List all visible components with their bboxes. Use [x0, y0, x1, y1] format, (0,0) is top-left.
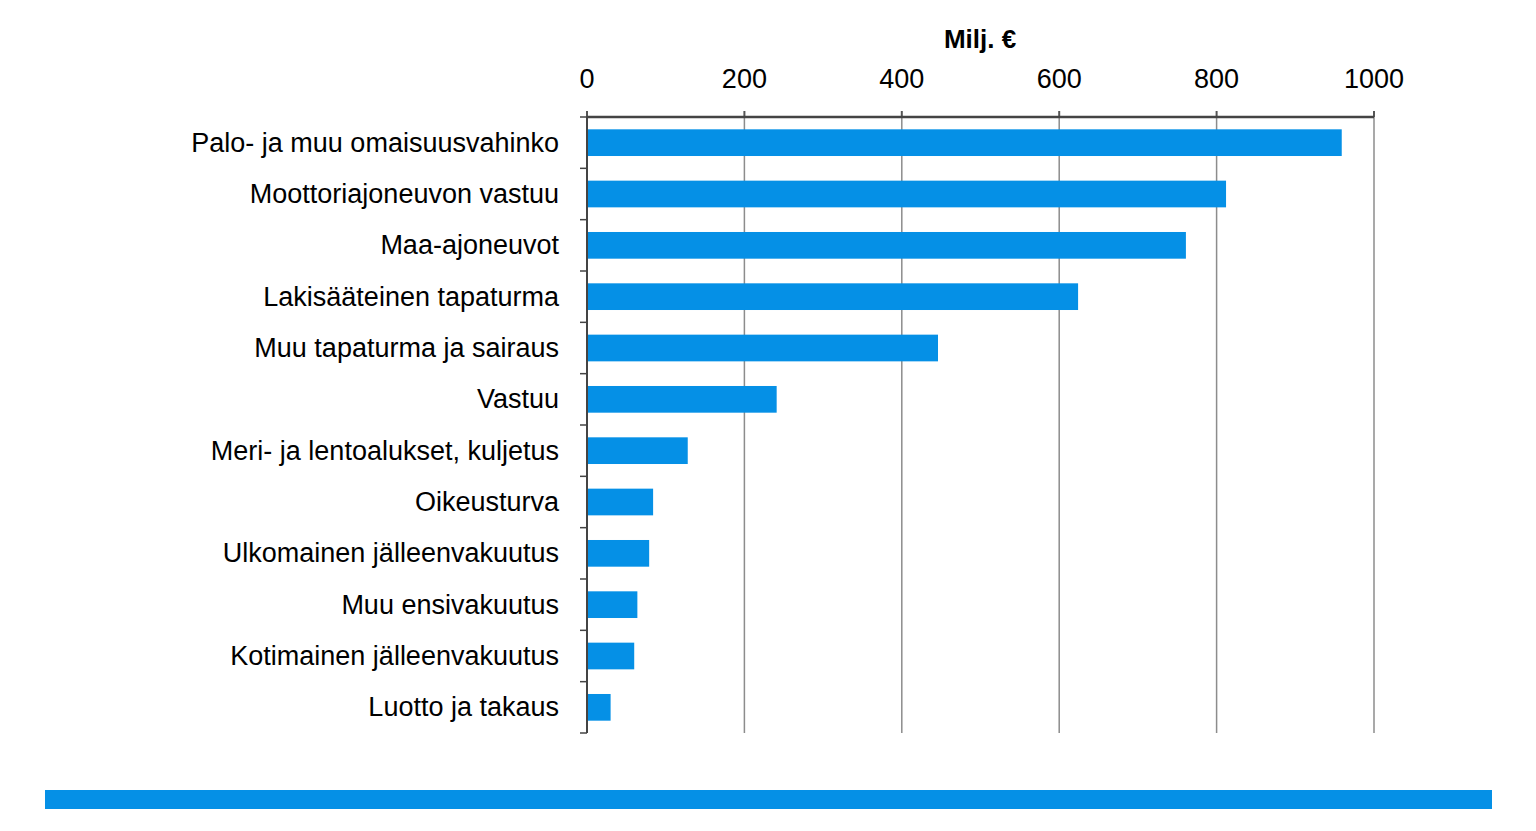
- tick-label: 600: [1037, 64, 1082, 94]
- category-tick: [580, 630, 587, 632]
- category-tick: [580, 424, 587, 426]
- category-label: Maa-ajoneuvot: [380, 230, 559, 260]
- category-label: Muu ensivakuutus: [341, 590, 559, 620]
- bars: [587, 129, 1342, 720]
- bar: [587, 335, 938, 362]
- category-tick: [580, 476, 587, 478]
- bar: [587, 643, 634, 670]
- tick-label: 1000: [1344, 64, 1404, 94]
- chart: 0 200 400 600 800 1000 Milj. € Palo- ja muu oma…: [0, 0, 1536, 831]
- bar: [587, 591, 637, 618]
- category-tick: [580, 270, 587, 272]
- category-label: Kotimainen jälleenvakuutus: [230, 641, 559, 671]
- category-label: Oikeusturva: [415, 487, 560, 517]
- tick-label: 0: [579, 64, 594, 94]
- category-tick: [580, 116, 587, 118]
- category-label: Moottoriajoneuvon vastuu: [250, 179, 559, 209]
- category-tick: [580, 168, 587, 170]
- category-tick: [580, 578, 587, 580]
- category-label: Palo- ja muu omaisuusvahinko: [191, 128, 559, 158]
- bar: [587, 232, 1186, 259]
- bar: [587, 437, 688, 464]
- category-label: Meri- ja lentoalukset, kuljetus: [211, 436, 559, 466]
- category-tick: [580, 732, 587, 734]
- bar: [587, 386, 777, 413]
- tick-label: 400: [879, 64, 924, 94]
- grid-line: [1373, 117, 1375, 733]
- category-label: Lakisääteinen tapaturma: [263, 282, 560, 312]
- category-label: Ulkomainen jälleenvakuutus: [223, 538, 559, 568]
- grid-line: [744, 117, 746, 733]
- bar: [587, 489, 653, 516]
- bar: [587, 129, 1342, 156]
- category-label: Vastuu: [477, 384, 559, 414]
- category-tick: [580, 219, 587, 221]
- category-tick: [580, 681, 587, 683]
- x-axis-line: [587, 116, 1374, 119]
- tick-label: 200: [722, 64, 767, 94]
- axis-label: Milj. €: [944, 24, 1016, 54]
- bar: [587, 181, 1226, 208]
- grid-line: [1216, 117, 1218, 733]
- category-tick: [580, 373, 587, 375]
- bar: [587, 283, 1078, 310]
- bar: [587, 694, 611, 721]
- category-tick: [580, 322, 587, 324]
- category-label: Muu tapaturma ja sairaus: [254, 333, 559, 363]
- category-tick: [580, 527, 587, 529]
- grid-line: [1058, 117, 1060, 733]
- bar: [587, 540, 649, 567]
- grid-line: [901, 117, 903, 733]
- category-label: Luotto ja takaus: [368, 692, 559, 722]
- tick-label: 800: [1194, 64, 1239, 94]
- decor-band: [45, 790, 1492, 809]
